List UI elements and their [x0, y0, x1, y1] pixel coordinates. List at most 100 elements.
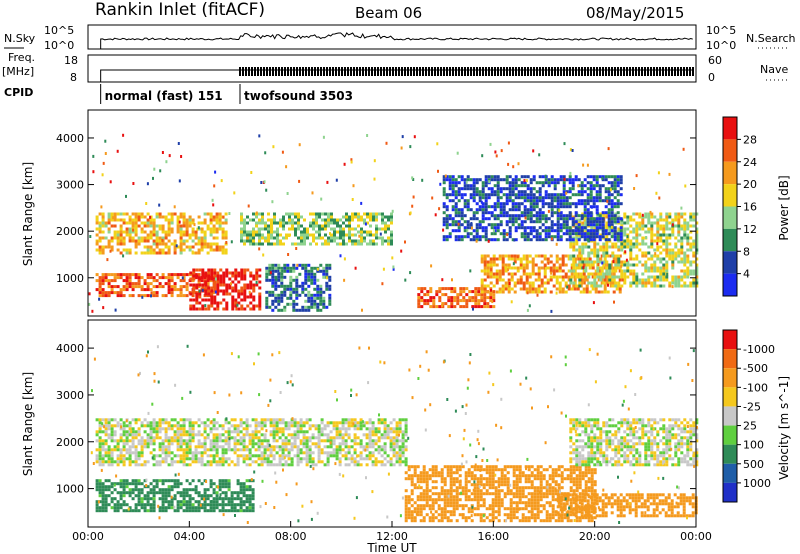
data-cell — [389, 457, 393, 461]
data-cell — [659, 272, 663, 276]
data-cell — [203, 427, 207, 431]
data-cell — [249, 274, 253, 278]
data-cell — [656, 218, 660, 222]
data-cell — [650, 263, 654, 267]
data-cell — [119, 251, 123, 255]
data-cell — [674, 257, 678, 261]
data-cell — [513, 257, 517, 261]
data-cell — [251, 430, 255, 434]
data-cell — [335, 430, 339, 434]
nave-label: Nave — [760, 63, 788, 76]
data-cell — [131, 218, 135, 222]
data-cell — [303, 230, 306, 234]
data-cell — [333, 239, 336, 243]
data-cell — [269, 430, 273, 434]
data-cell — [155, 212, 159, 216]
data-cell — [213, 184, 216, 188]
data-cell — [665, 221, 669, 225]
data-cell — [383, 421, 387, 425]
data-cell — [343, 257, 346, 261]
data-cell — [607, 214, 611, 218]
data-cell — [601, 232, 605, 236]
data-cell — [550, 271, 553, 275]
data-cell — [228, 286, 232, 290]
data-cell — [567, 269, 571, 273]
data-cell — [101, 482, 105, 486]
data-cell — [369, 230, 372, 234]
data-cell — [519, 281, 523, 285]
data-cell — [544, 238, 548, 242]
data-cell — [116, 236, 120, 240]
data-cell — [258, 236, 261, 240]
data-cell — [258, 230, 261, 234]
data-cell — [404, 427, 408, 431]
data-cell — [368, 427, 372, 431]
data-cell — [280, 281, 284, 285]
data-cell — [104, 433, 108, 437]
data-cell — [98, 221, 102, 225]
data-cell — [257, 430, 261, 434]
data-cell — [128, 221, 132, 225]
data-cell — [514, 175, 518, 179]
data-cell — [319, 269, 323, 273]
data-cell — [584, 221, 588, 225]
data-cell — [514, 220, 518, 224]
data-cell — [309, 242, 312, 246]
data-cell — [520, 181, 524, 185]
data-cell — [568, 226, 572, 230]
data-cell — [191, 433, 195, 437]
data-cell — [167, 285, 171, 289]
data-cell — [305, 442, 309, 446]
data-cell — [98, 482, 102, 486]
data-cell — [571, 193, 575, 197]
data-cell — [514, 202, 518, 206]
data-cell — [212, 215, 216, 219]
data-cell — [155, 285, 159, 289]
data-cell — [137, 294, 141, 298]
data-cell — [514, 184, 518, 188]
data-cell — [197, 439, 201, 443]
data-cell — [176, 245, 180, 249]
data-cell — [612, 266, 616, 270]
data-cell — [243, 221, 246, 225]
data-cell — [580, 229, 584, 233]
data-cell — [659, 278, 663, 282]
data-cell — [555, 287, 559, 291]
data-cell — [98, 294, 102, 298]
data-cell — [585, 263, 589, 267]
data-cell — [194, 454, 198, 458]
data-cell — [573, 287, 577, 291]
data-cell — [543, 275, 547, 279]
data-cell — [176, 424, 180, 428]
data-cell — [209, 242, 213, 246]
data-cell — [237, 295, 241, 299]
data-cell — [480, 287, 484, 291]
nave-tick-high: 60 — [708, 54, 722, 67]
data-cell — [176, 224, 180, 228]
data-cell — [686, 260, 690, 264]
data-cell — [366, 134, 369, 137]
data-cell — [98, 227, 102, 231]
data-cell — [614, 254, 618, 258]
data-cell — [119, 276, 123, 280]
data-cell — [505, 202, 509, 206]
data-cell — [305, 460, 309, 464]
data-cell — [152, 439, 156, 443]
data-cell — [665, 251, 669, 255]
data-cell — [354, 242, 357, 246]
data-cell — [243, 227, 246, 231]
data-cell — [200, 221, 204, 225]
data-cell — [307, 305, 311, 309]
data-cell — [320, 433, 324, 437]
data-cell — [616, 184, 620, 188]
data-cell — [553, 235, 557, 239]
data-cell — [538, 235, 542, 239]
data-cell — [344, 439, 348, 443]
data-cell — [629, 215, 633, 219]
data-cell — [161, 227, 165, 231]
data-cell — [553, 196, 557, 200]
data-cell — [531, 272, 535, 276]
data-cell — [102, 161, 105, 165]
data-cell — [395, 460, 399, 464]
data-cell — [128, 427, 132, 431]
